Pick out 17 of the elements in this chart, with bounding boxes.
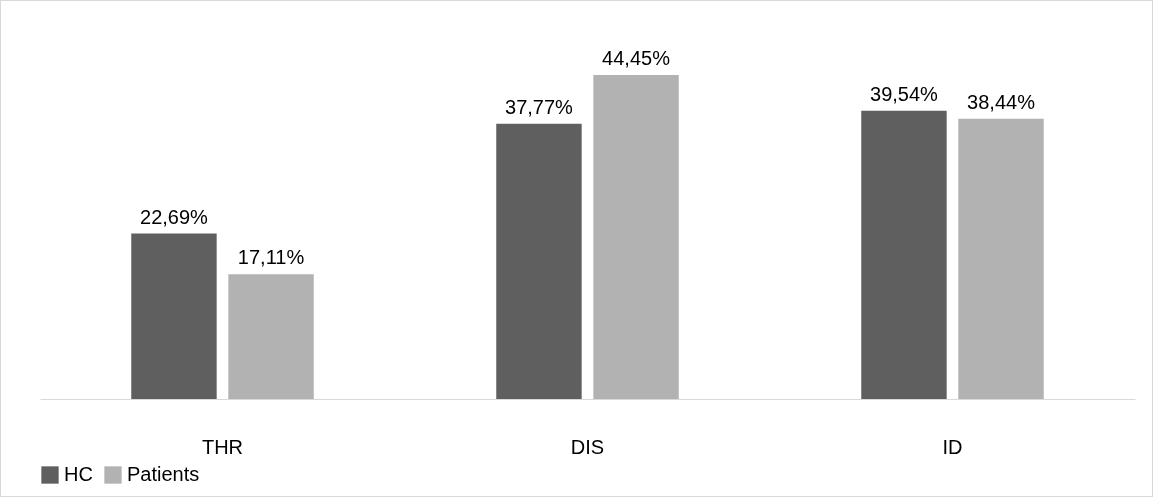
- data-label: 22,69%: [140, 205, 209, 228]
- data-label: 44,45%: [602, 47, 671, 69]
- legend-label: Patients: [127, 463, 200, 485]
- bar: [861, 110, 947, 399]
- x-tick-label: DIS: [570, 435, 605, 458]
- x-tick-label: ID: [942, 435, 963, 458]
- data-label: 17,11%: [237, 246, 305, 269]
- bar: [593, 75, 679, 399]
- data-label: 38,44%: [967, 90, 1036, 113]
- bar: [228, 274, 314, 399]
- data-label: 37,77%: [505, 95, 574, 118]
- data-label: 39,54%: [870, 82, 939, 105]
- x-tick-label: THR: [201, 435, 244, 458]
- bar: [131, 233, 217, 399]
- bar: [496, 123, 582, 399]
- legend-label: HC: [64, 463, 93, 485]
- bar: [958, 118, 1044, 399]
